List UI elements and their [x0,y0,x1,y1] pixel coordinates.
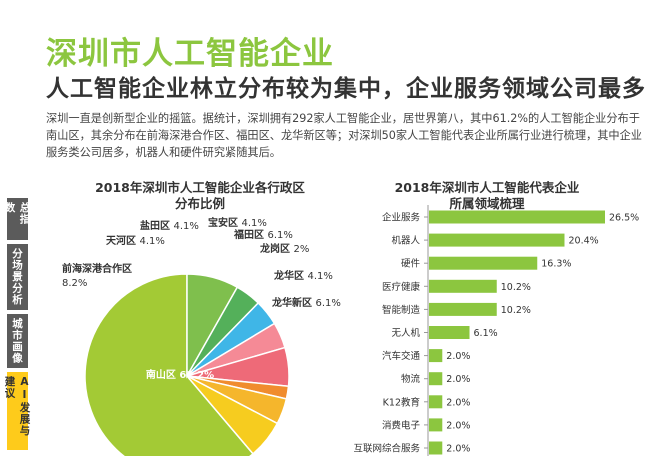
bar-category-label-10: 互联网综合服务 [353,443,420,455]
side-nav: 总指数 分场景分析 城市画像 AI发展与建议 [4,198,31,454]
bar-value-label-5: 6.1% [474,328,498,339]
nav-item-ai-development[interactable]: AI发展与建议 [4,372,31,450]
pie-chart-title-line2: 分布比例 [174,196,225,211]
bar-value-label-6: 2.0% [446,351,470,362]
nav-item-city-profile[interactable]: 城市画像 [7,314,28,368]
nav-item-total-index[interactable]: 总指数 [4,198,31,240]
bar-2 [429,256,538,270]
pie-label-1: 前海深港合作区 [62,262,132,275]
bar-category-label-5: 无人机 [391,327,420,339]
page-title: 深圳市人工智能企业 [46,36,334,72]
bar-3 [429,279,497,293]
pie-value-1: 8.2% [62,278,87,289]
pie-label-3: 盐田区 4.1% [140,219,199,232]
pie-chart-title: 2018年深圳市人工智能企业各行政区 分布比例 [70,180,330,212]
bar-6 [429,349,443,363]
pie-slice-8 [186,375,279,455]
bar-category-label-2: 硬件 [401,258,421,270]
bar-value-label-2: 16.3% [541,259,571,270]
bar-chart-title-line2: 所属领域梳理 [449,196,525,211]
bar-value-label-0: 26.5% [609,213,639,224]
bar-value-label-4: 10.2% [501,305,531,316]
bar-value-label-10: 2.0% [446,444,470,455]
page-subtitle: 人工智能企业林立分布较为集中，企业服务领域公司最多 [46,76,646,102]
bar-10 [429,441,443,455]
bar-value-label-9: 2.0% [446,420,470,431]
bar-5 [429,326,470,339]
pie-label-6: 龙岗区 2% [259,242,309,255]
bar-category-label-4: 智能制造 [382,304,421,316]
bar-category-label-0: 企业服务 [382,212,421,224]
pie-label-7: 龙华区 4.1% [273,269,333,282]
bar-value-label-7: 2.0% [446,374,470,385]
pie-chart-title-line1: 2018年深圳市人工智能企业各行政区 [95,180,305,195]
bar-category-label-3: 医疗健康 [382,281,421,293]
bar-0 [429,210,605,224]
bar-4 [429,302,497,316]
bar-value-label-8: 2.0% [446,397,470,408]
pie-label-4: 宝安区 4.1% [208,216,267,229]
pie-label-5: 福田区 6.1% [233,228,293,241]
pie-label-2: 天河区 4.1% [106,235,165,247]
bar-chart-title: 2018年深圳市人工智能代表企业 所属领域梳理 [352,180,622,212]
bar-category-label-9: 消费电子 [382,419,421,431]
nav-item-scene-analysis[interactable]: 分场景分析 [7,244,28,310]
bar-7 [429,372,443,386]
bar-category-label-6: 汽车交通 [382,350,421,362]
bar-8 [429,395,443,409]
page-description: 深圳一直是创新型企业的摇篮。据统计，深圳拥有292家人工智能企业，居世界第八，其… [46,112,642,159]
bar-category-label-7: 物流 [401,373,421,385]
bar-chart-title-line1: 2018年深圳市人工智能代表企业 [394,180,580,195]
bar-value-label-1: 20.4% [568,236,598,247]
bar-1 [429,233,565,247]
bar-9 [429,418,443,432]
pie-label-8: 龙华新区 6.1% [271,296,341,309]
pie-label-0: 南山区 61.2% [146,368,214,381]
bar-value-label-3: 10.2% [501,282,531,293]
bar-category-label-8: K12教育 [383,396,420,408]
pie-slice-0 [84,273,255,456]
bar-category-label-1: 机器人 [391,235,420,247]
